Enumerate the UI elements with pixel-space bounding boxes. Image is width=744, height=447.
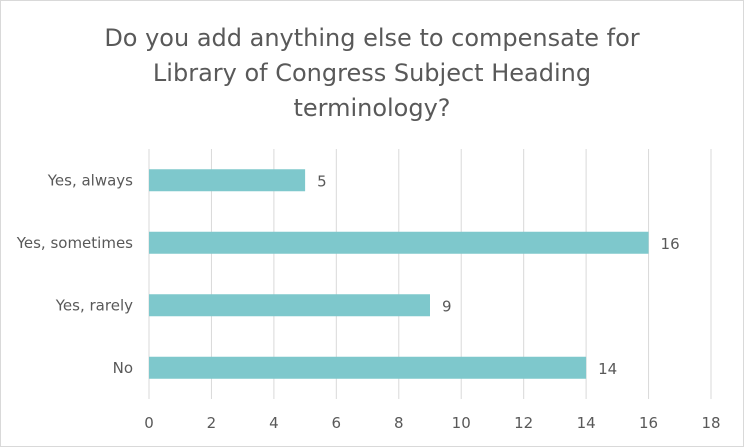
category-label: No	[113, 359, 133, 377]
bar	[149, 294, 430, 317]
category-label: Yes, always	[47, 171, 133, 189]
category-label: Yes, rarely	[55, 296, 133, 314]
data-label: 9	[442, 297, 452, 315]
bar	[149, 231, 649, 254]
x-tick-label: 16	[639, 414, 658, 432]
x-tick-label: 18	[701, 414, 720, 432]
category-label: Yes, sometimes	[16, 234, 133, 252]
x-tick-label: 10	[452, 414, 471, 432]
chart-title: Do you add anything else to compensate f…	[1, 21, 743, 126]
chart-title-line-3: terminology?	[293, 94, 451, 122]
data-label: 5	[317, 172, 327, 190]
x-tick-label: 0	[144, 414, 154, 432]
x-tick-label: 6	[332, 414, 342, 432]
x-tick-label: 8	[394, 414, 404, 432]
data-label: 14	[598, 360, 617, 378]
x-tick-label: 12	[514, 414, 533, 432]
chart-title-line-1: Do you add anything else to compensate f…	[104, 24, 640, 52]
x-tick-label: 14	[577, 414, 596, 432]
bar	[149, 356, 587, 379]
chart-title-line-2: Library of Congress Subject Heading	[152, 59, 592, 87]
data-label: 16	[661, 235, 680, 253]
x-tick-label: 4	[269, 414, 279, 432]
x-tick-label: 2	[207, 414, 217, 432]
bar	[149, 169, 306, 192]
